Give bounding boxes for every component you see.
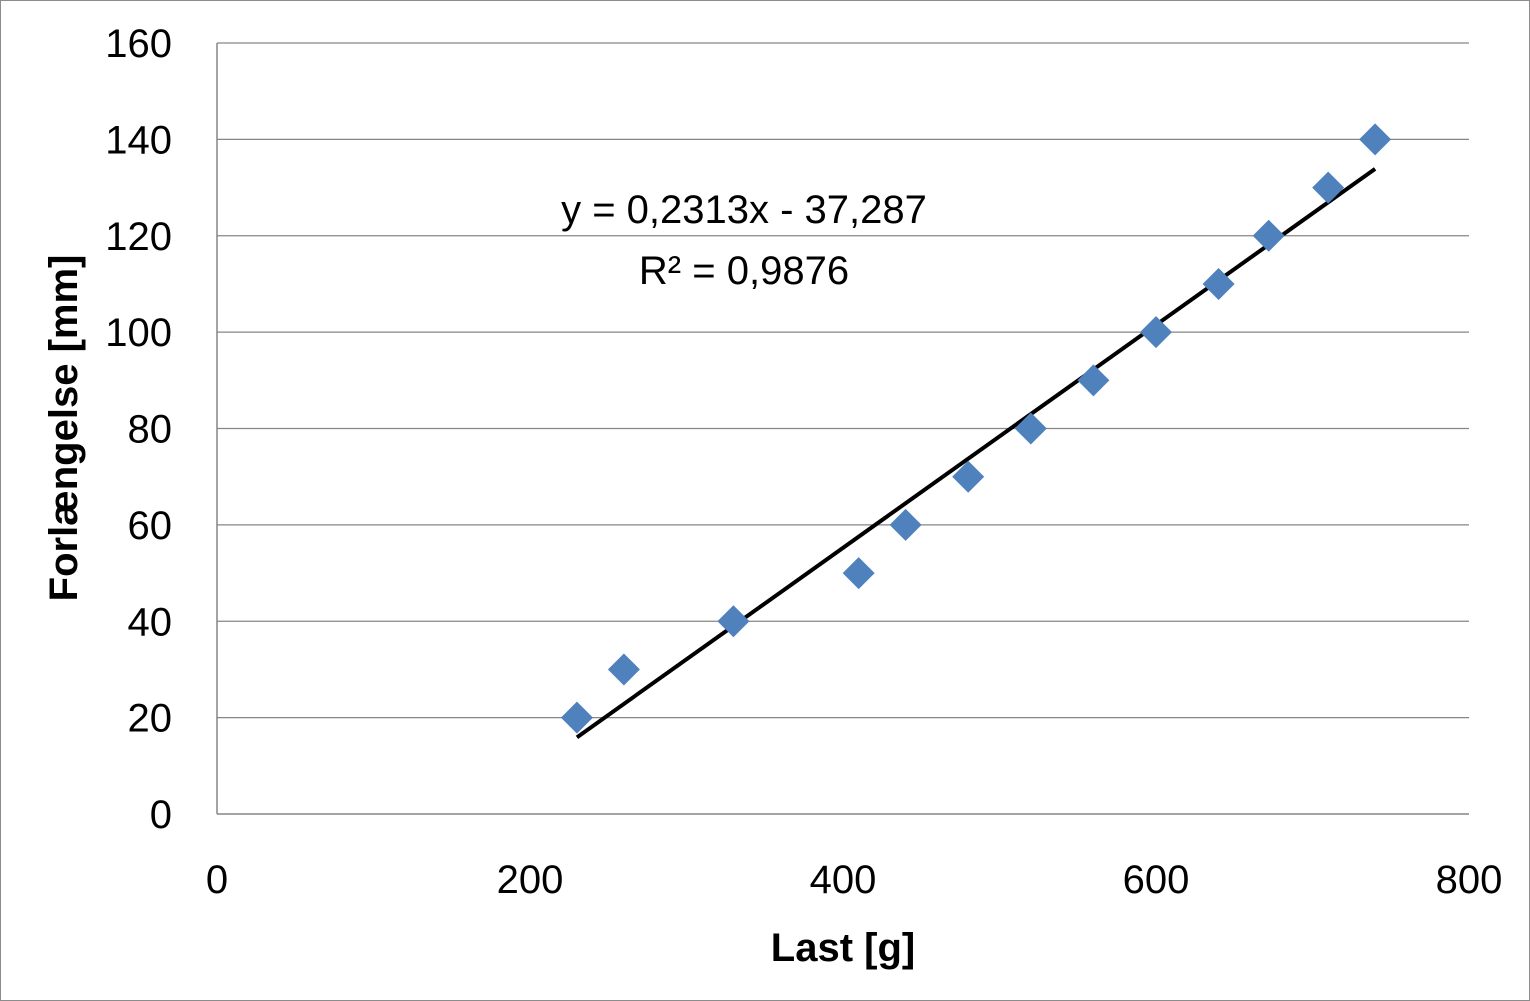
trendline-group <box>575 167 1377 739</box>
x-axis-title: Last [g] <box>771 926 915 970</box>
data-point-0 <box>560 701 593 734</box>
data-point-5 <box>952 460 985 493</box>
x-tick-label-2: 400 <box>810 858 877 902</box>
y-tick-label-7: 140 <box>105 118 172 162</box>
trendline-r2-label: R² = 0,9876 <box>639 249 849 293</box>
y-tick-label-3: 60 <box>128 504 173 548</box>
y-tick-label-6: 120 <box>105 215 172 259</box>
gridlines <box>217 42 1469 719</box>
x-tick-label-0: 0 <box>206 858 228 902</box>
data-point-6 <box>1014 412 1047 445</box>
data-point-12 <box>1359 123 1392 156</box>
y-tick-label-8: 160 <box>105 22 172 66</box>
data-point-11 <box>1312 171 1345 204</box>
y-tick-label-1: 20 <box>128 697 173 741</box>
data-point-3 <box>842 557 875 590</box>
trendline <box>575 167 1377 739</box>
data-point-8 <box>1140 316 1172 349</box>
data-point-7 <box>1077 364 1110 397</box>
tick-labels: 0 20 40 60 80 100 120 140 160 0 200 400 600 800 <box>105 22 1502 902</box>
y-tick-label-4: 80 <box>128 408 173 452</box>
data-point-2 <box>717 605 750 638</box>
data-point-10 <box>1252 219 1285 252</box>
y-tick-label-5: 100 <box>105 311 172 355</box>
trendline-equation-label: y = 0,2313x - 37,287 <box>561 188 927 232</box>
y-tick-label-0: 0 <box>150 793 172 837</box>
x-tick-label-3: 600 <box>1123 858 1190 902</box>
y-tick-label-2: 40 <box>128 600 173 644</box>
x-tick-label-1: 200 <box>497 858 564 902</box>
data-point-1 <box>607 653 640 686</box>
axes <box>216 43 1469 815</box>
x-tick-label-4: 800 <box>1436 858 1503 902</box>
y-axis-title: Forlængelse [mm] <box>42 255 86 602</box>
data-points <box>560 123 1392 734</box>
data-point-9 <box>1202 267 1235 300</box>
data-point-4 <box>889 508 922 541</box>
